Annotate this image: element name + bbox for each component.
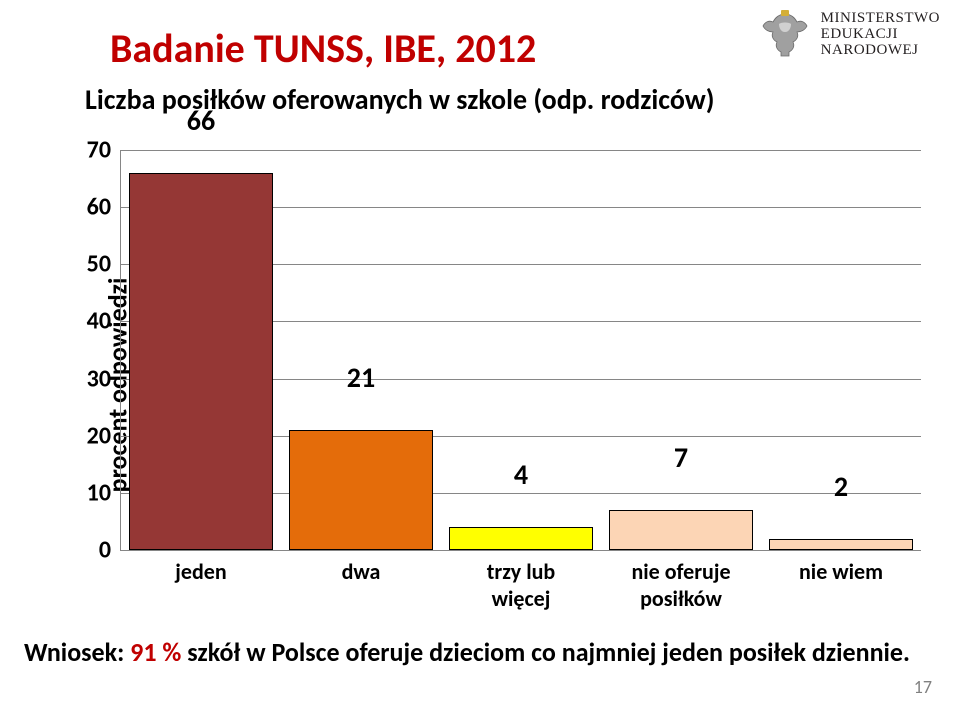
bar-value-label: 4 — [441, 457, 601, 492]
bar-value-label: 7 — [601, 440, 761, 475]
x-tick-label: dwa — [281, 550, 441, 585]
bar — [609, 510, 753, 550]
ministry-line-1: MINISTERSTWO — [821, 11, 940, 27]
bar-slot: 7nie oferujeposiłków — [601, 150, 761, 550]
bar-slot: 4trzy lubwięcej — [441, 150, 601, 550]
page-title: Badanie TUNSS, IBE, 2012 — [110, 24, 536, 73]
footnote: Wniosek: 91 % szkół w Polsce oferuje dzi… — [24, 636, 910, 668]
ministry-line-2: EDUKACJI — [821, 27, 940, 43]
bar — [449, 527, 593, 550]
page-number: 17 — [914, 676, 932, 698]
footnote-highlight: 91 % — [130, 636, 187, 668]
plot-area: 01020304050607066jeden21dwa4trzy lubwięc… — [120, 150, 921, 551]
y-tick-label: 40 — [87, 307, 121, 336]
bar — [769, 539, 913, 550]
eagle-emblem-icon — [761, 10, 809, 60]
bar-value-label: 2 — [761, 469, 921, 504]
y-tick-label: 10 — [87, 478, 121, 507]
bar — [289, 430, 433, 550]
bar-chart: procent odpowiedzi 01020304050607066jede… — [0, 150, 960, 620]
bar — [129, 173, 273, 550]
bar-value-label: 21 — [281, 360, 441, 395]
ministry-line-3: NARODOWEJ — [821, 43, 940, 59]
x-tick-label: trzy lubwięcej — [441, 550, 601, 612]
y-tick-label: 70 — [87, 136, 121, 165]
bar-slot: 2nie wiem — [761, 150, 921, 550]
x-tick-label: nie wiem — [761, 550, 921, 585]
footnote-rest: szkół w Polsce oferuje dzieciom co najmn… — [187, 636, 910, 668]
y-tick-label: 30 — [87, 364, 121, 393]
y-tick-label: 50 — [87, 250, 121, 279]
bar-slot: 66jeden — [121, 150, 281, 550]
bar-slot: 21dwa — [281, 150, 441, 550]
bar-value-label: 66 — [121, 103, 281, 138]
y-tick-label: 0 — [99, 536, 121, 565]
x-tick-label: nie oferujeposiłków — [601, 550, 761, 612]
x-tick-label: jeden — [121, 550, 281, 585]
footnote-lead: Wniosek: — [24, 636, 130, 668]
y-tick-label: 60 — [87, 193, 121, 222]
header: MINISTERSTWO EDUKACJI NARODOWEJ — [761, 0, 960, 70]
ministry-name: MINISTERSTWO EDUKACJI NARODOWEJ — [821, 11, 940, 58]
y-tick-label: 20 — [87, 421, 121, 450]
